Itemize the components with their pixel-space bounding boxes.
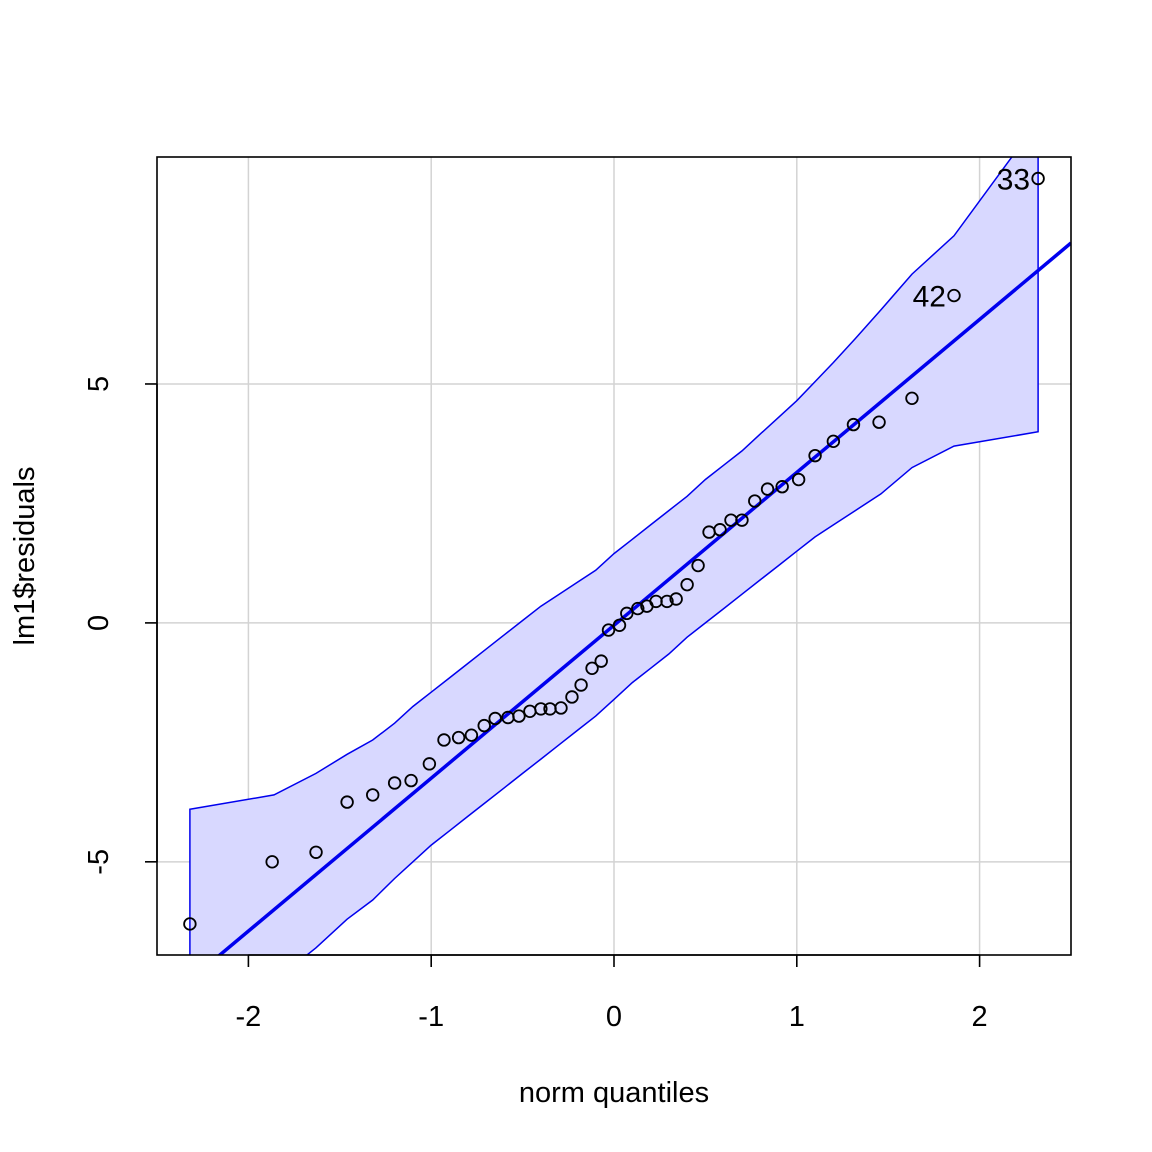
data-point: [437, 733, 451, 747]
data-point: [366, 788, 380, 802]
confidence-band: [189, 157, 1039, 955]
data-point: [601, 623, 616, 637]
x-axis-label: norm quantiles: [519, 1077, 709, 1109]
data-point: [775, 480, 789, 494]
y-axis-label: lm1$residuals: [9, 467, 41, 646]
data-point: [612, 618, 627, 632]
data-point: [534, 702, 548, 716]
data-point: [826, 434, 841, 449]
data-point: [791, 472, 806, 487]
y-axis: -5 0 5: [83, 376, 158, 875]
x-tick-label: -1: [418, 1001, 444, 1033]
x-tick-label: 1: [789, 1001, 805, 1033]
data-point: [265, 855, 279, 869]
data-point: [846, 417, 861, 432]
data-point: [422, 757, 437, 771]
data-point: [631, 601, 645, 616]
data-point: [905, 391, 919, 406]
data-point: [488, 711, 502, 726]
data-point: [451, 730, 466, 745]
data-point: [872, 415, 886, 429]
data-point: [748, 494, 762, 508]
data-point: [691, 558, 705, 573]
y-tick-label: 5: [83, 376, 115, 392]
data-point: [309, 845, 323, 859]
data-point: [477, 718, 491, 733]
data-point: [735, 513, 749, 527]
data-point: [585, 661, 599, 675]
data-point: [660, 594, 674, 609]
data-point: [1031, 171, 1045, 186]
data-point: [340, 795, 354, 809]
data-point: [574, 678, 588, 692]
x-axis: -2 -1 0 1 2: [236, 954, 988, 1033]
data-point: [594, 654, 608, 668]
data-point: [947, 288, 961, 303]
data-point: [464, 728, 479, 742]
data-point: [404, 773, 418, 788]
data-point: [760, 482, 775, 496]
y-tick-label: -5: [83, 849, 115, 875]
point-labels: 33 42: [913, 164, 1030, 314]
point-label: 33: [997, 164, 1030, 197]
data-points: [183, 171, 1045, 931]
data-point: [808, 448, 822, 463]
x-tick-label: 0: [606, 1001, 622, 1033]
data-point: [713, 523, 727, 537]
data-point: [554, 701, 568, 715]
data-point: [669, 592, 683, 606]
point-label: 42: [913, 281, 946, 314]
data-point: [512, 709, 526, 723]
y-tick-label: 0: [83, 615, 115, 631]
data-point: [680, 577, 694, 592]
x-tick-label: -2: [236, 1001, 262, 1033]
data-point: [620, 606, 634, 621]
data-point: [565, 690, 579, 704]
data-point: [183, 917, 197, 931]
confidence-band-area: [189, 157, 1039, 955]
data-point: [387, 776, 402, 790]
x-tick-label: 2: [972, 1001, 988, 1033]
